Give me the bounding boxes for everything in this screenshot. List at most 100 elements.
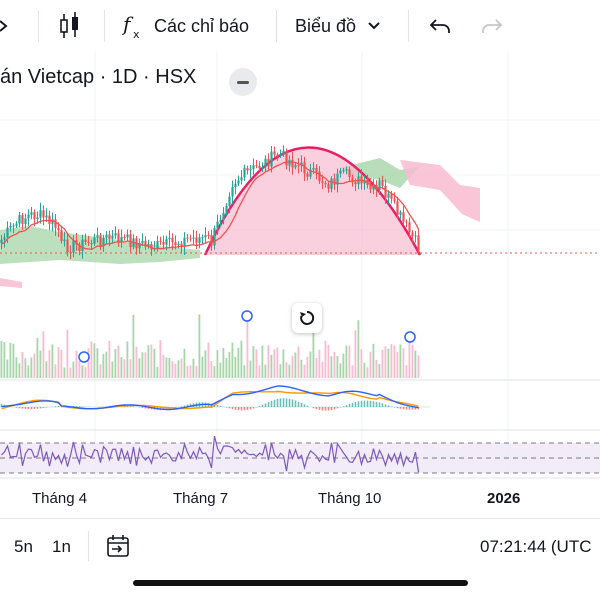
- macd-histogram-bar: [45, 407, 48, 408]
- redo-button[interactable]: [480, 0, 504, 52]
- volume-bar: [363, 362, 366, 378]
- rounded-top-drawing: [203, 146, 422, 256]
- candle-body: [162, 241, 165, 245]
- chevron-right-icon: [0, 20, 8, 32]
- volume-bar: [54, 364, 57, 378]
- candle-body: [63, 239, 66, 242]
- indicators-button[interactable]: f x Các chỉ báo: [122, 0, 249, 52]
- macd-histogram-bar: [219, 405, 222, 407]
- candle-body: [264, 158, 267, 168]
- candle-body: [312, 168, 315, 170]
- chart-title: án Vietcap · 1D · HSX: [0, 66, 197, 88]
- macd-histogram-bar: [414, 407, 417, 410]
- volume-bar: [282, 349, 285, 378]
- candle-body: [141, 240, 144, 244]
- volume-bar: [192, 358, 195, 378]
- volume-bar: [165, 357, 168, 378]
- moving-average-path: [1, 160, 420, 251]
- range-button-5d[interactable]: 5n: [14, 537, 33, 556]
- candle-body: [114, 233, 117, 236]
- volume-bar: [153, 348, 156, 378]
- candle-body: [369, 184, 372, 190]
- macd-histogram-bar: [327, 407, 330, 411]
- candle-body: [147, 244, 150, 247]
- volume-bar: [168, 357, 171, 378]
- rsi-pane: [0, 435, 600, 474]
- chart-type-button[interactable]: Biểu đồ: [295, 0, 384, 52]
- volume-bar: [255, 349, 258, 378]
- volume-bar: [408, 342, 411, 378]
- candle-body: [120, 236, 123, 243]
- chart-canvas[interactable]: [0, 0, 600, 518]
- macd-histogram-bar: [216, 404, 219, 407]
- volume-bar: [414, 350, 417, 378]
- candle-body: [249, 169, 252, 171]
- volume-bar: [180, 358, 183, 378]
- macd-histogram-bar: [147, 407, 150, 409]
- range-button-1d[interactable]: 1n: [52, 537, 71, 556]
- reset-chart-button[interactable]: [292, 303, 322, 333]
- macd-histogram-bar: [411, 407, 414, 410]
- volume-bar: [126, 341, 129, 378]
- candle-body: [81, 239, 84, 251]
- candle-body: [15, 223, 18, 226]
- candle-body: [159, 240, 162, 242]
- candles-button[interactable]: [58, 0, 82, 52]
- macd-histogram-bar: [231, 407, 234, 410]
- volume-bar: [150, 344, 153, 378]
- moving-average-line: [1, 160, 420, 251]
- volume-bar: [24, 358, 27, 378]
- volume-bar: [132, 314, 135, 378]
- volume-bar: [345, 345, 348, 378]
- volume-bar: [294, 352, 297, 378]
- event-marker: [78, 351, 90, 363]
- toolbar-chevron[interactable]: [0, 0, 12, 52]
- volume-bar: [393, 345, 396, 378]
- macd-histogram-bar: [186, 404, 189, 407]
- volume-bar: [120, 357, 123, 378]
- redo-icon: [482, 19, 503, 33]
- macd-histogram-bar: [321, 407, 324, 411]
- volume-bar: [348, 345, 351, 378]
- volume-bar: [36, 337, 39, 378]
- volume-bar: [225, 358, 228, 378]
- volume-bar: [258, 365, 261, 378]
- go-to-date-button[interactable]: [106, 533, 132, 564]
- volume-bar: [360, 349, 363, 378]
- candle-body: [279, 154, 282, 156]
- candle-body: [414, 235, 417, 237]
- volume-bar: [273, 349, 276, 378]
- volume-bar: [243, 365, 246, 378]
- undo-button[interactable]: [428, 0, 452, 52]
- macd-histogram-bar: [267, 402, 270, 407]
- collapse-legend-button[interactable]: [229, 68, 257, 96]
- candle-body: [396, 201, 399, 215]
- volume-bar: [396, 352, 399, 378]
- candle-body: [243, 168, 246, 178]
- volume-bar: [249, 360, 252, 378]
- volume-bar: [309, 351, 312, 378]
- candle-body: [246, 168, 249, 171]
- candle-body: [240, 177, 243, 181]
- volume-bar: [183, 348, 186, 378]
- volume-bar: [288, 364, 291, 378]
- candle-body: [171, 237, 174, 243]
- volume-bar: [252, 345, 255, 378]
- volume-bar: [339, 363, 342, 378]
- volume-bar: [336, 355, 339, 378]
- volume-bar: [102, 353, 105, 378]
- candle-body: [282, 151, 285, 155]
- candle-body: [51, 219, 54, 224]
- candle-body: [300, 162, 303, 166]
- macd-histogram-bar: [264, 403, 267, 407]
- volume-bar: [321, 361, 324, 378]
- macd-histogram-bar: [324, 407, 327, 411]
- candle-body: [105, 234, 108, 238]
- volume-bar: [105, 351, 108, 378]
- volume-bar: [108, 340, 111, 378]
- macd-histogram-bar: [375, 401, 378, 407]
- svg-text:x: x: [133, 28, 140, 41]
- macd-histogram-bar: [378, 402, 381, 407]
- macd-histogram-bar: [261, 404, 264, 407]
- candle-body: [36, 217, 39, 219]
